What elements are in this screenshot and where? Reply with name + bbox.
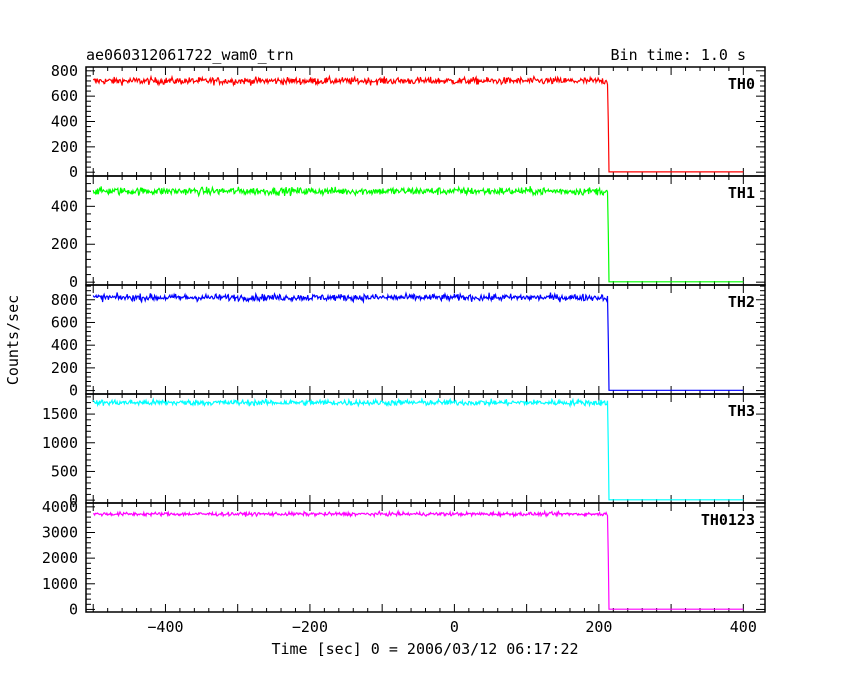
panel-label: TH2	[728, 293, 755, 311]
panel-frame	[85, 284, 766, 395]
panel-th1: 0 200 400 TH1	[51, 175, 766, 291]
bin-time-label: Bin time: 1.0 s	[611, 46, 746, 64]
panel-th3: 0 500 1000 1500 TH3	[42, 393, 766, 509]
panel-label: TH0123	[701, 511, 755, 529]
y-tick-label: 0	[69, 273, 78, 291]
y-tick-label: 0	[69, 382, 78, 400]
panel-label: TH3	[728, 402, 755, 420]
x-tick-label: −400	[147, 618, 183, 636]
y-tick-label: 0	[69, 600, 78, 618]
x-axis-label: Time [sec] 0 = 2006/03/12 06:17:22	[271, 640, 578, 658]
series-line-th0	[92, 74, 744, 173]
panel-th0123: 0 1000 2000 3000 4000 TH0123 −400 −200 0 200 400	[42, 498, 766, 636]
panel-th2: 0 200 400 600 800 TH2	[51, 284, 766, 400]
y-tick-label: 1000	[42, 434, 78, 452]
y-tick-label: 400	[51, 336, 78, 354]
panels-group: 0 200 400 600 800 TH0 0 200 400 TH1 0 200 400 600 800 T…	[42, 62, 766, 636]
y-tick-label: 0	[69, 491, 78, 509]
series-line-th1	[92, 185, 744, 283]
x-tick-label: 400	[730, 618, 757, 636]
y-tick-label: 400	[51, 113, 78, 131]
y-tick-label: 3000	[42, 523, 78, 541]
panel-th0: 0 200 400 600 800 TH0	[51, 62, 766, 181]
series-line-th0123	[93, 509, 744, 610]
panel-frame	[85, 502, 766, 613]
y-tick-label: 500	[51, 462, 78, 480]
x-tick-label: 200	[585, 618, 612, 636]
y-tick-label: 800	[51, 291, 78, 309]
x-tick-label: 0	[450, 618, 459, 636]
x-tick-label: −200	[292, 618, 328, 636]
series-line-th2	[92, 291, 744, 391]
y-tick-label: 600	[51, 313, 78, 331]
panel-label: TH1	[728, 184, 755, 202]
y-tick-label: 200	[51, 359, 78, 377]
series-line-th3	[92, 397, 744, 501]
y-axis-label: Counts/sec	[4, 295, 22, 385]
y-tick-label: 1500	[42, 405, 78, 423]
y-tick-label: 400	[51, 197, 78, 215]
panel-label: TH0	[728, 75, 755, 93]
y-tick-label: 4000	[42, 498, 78, 516]
y-tick-label: 0	[69, 163, 78, 181]
panel-frame	[85, 393, 766, 504]
y-tick-label: 200	[51, 138, 78, 156]
y-tick-label: 200	[51, 235, 78, 253]
y-tick-label: 800	[51, 62, 78, 80]
chart-title: ae060312061722_wam0_trn	[86, 46, 294, 64]
y-tick-label: 600	[51, 87, 78, 105]
y-tick-label: 2000	[42, 549, 78, 567]
y-tick-label: 1000	[42, 575, 78, 593]
